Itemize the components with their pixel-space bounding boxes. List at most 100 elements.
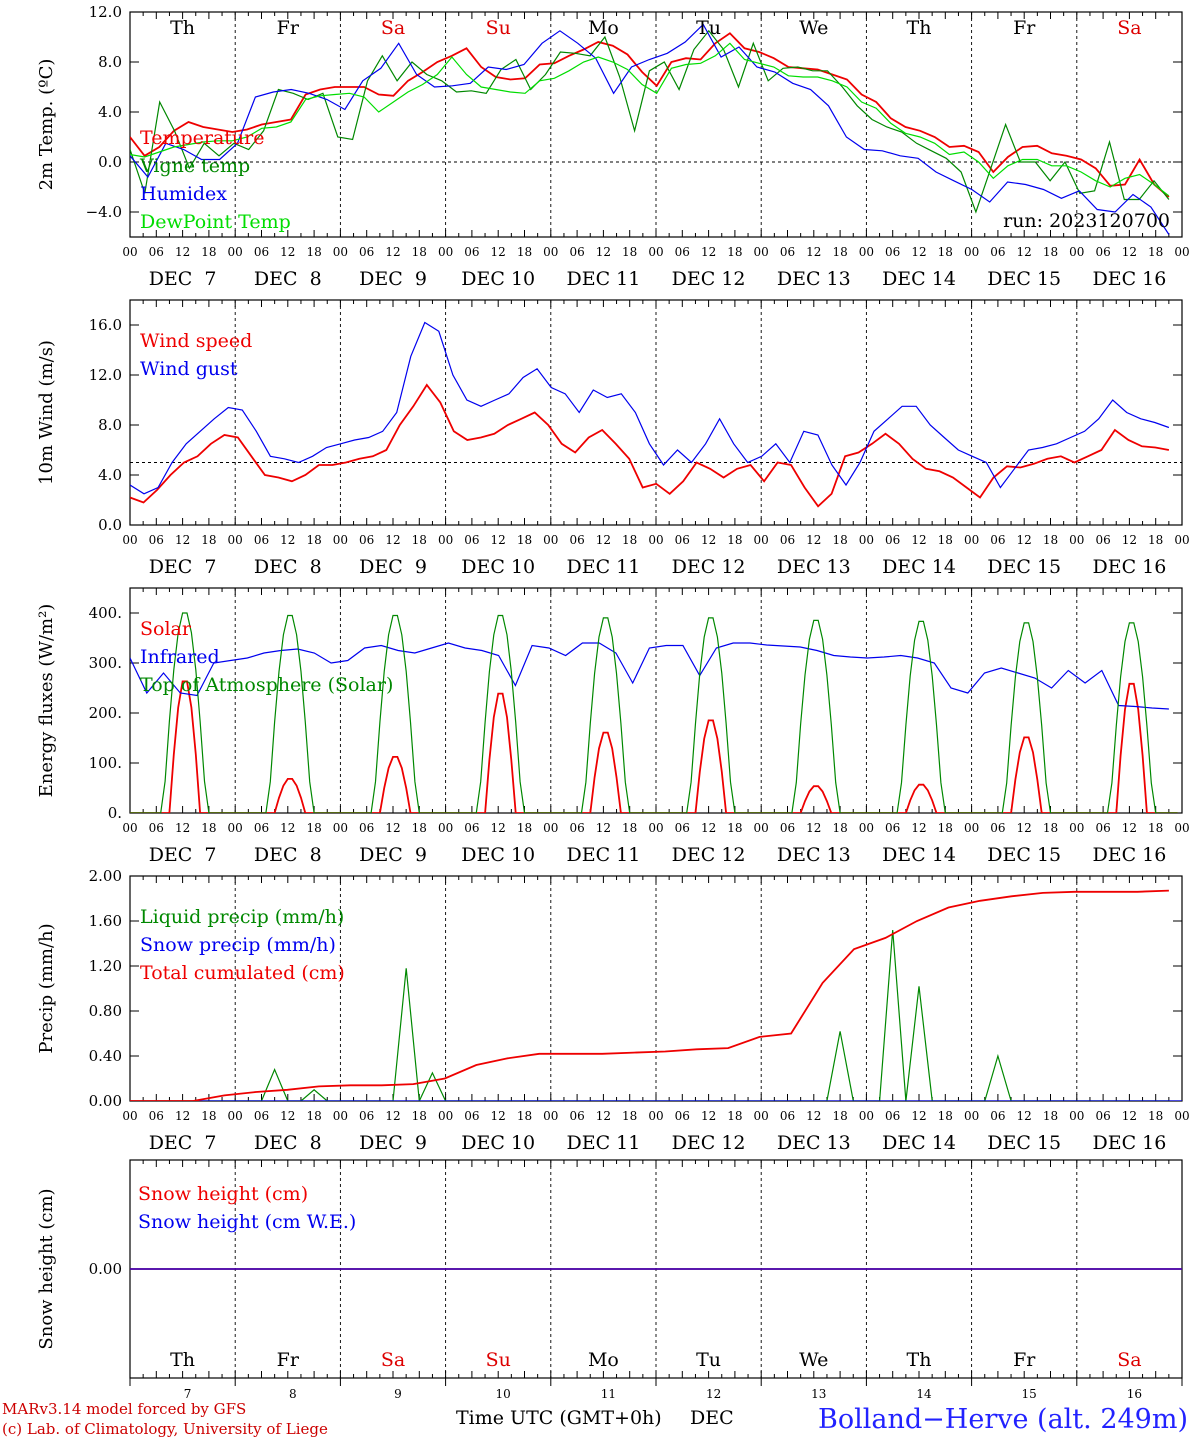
legend-entry: Snow precip (mm/h) (140, 934, 336, 956)
panel-4: 0.00 Snow height (cm) Snow height (cm) Snow… (36, 1159, 1183, 1379)
hour-tick-label: 00 (438, 1109, 453, 1123)
y-tick-label: 0.40 (89, 1047, 122, 1065)
date-label: DEC 9 (359, 844, 427, 866)
date-label: DEC 10 (461, 1132, 535, 1154)
hour-tick-label: 18 (412, 533, 427, 547)
weekday-label-bottom: Mo (588, 1349, 619, 1371)
hour-tick-label: 00 (333, 533, 348, 547)
hour-tick-label: 18 (832, 533, 847, 547)
date-label: DEC 8 (254, 268, 322, 290)
hour-tick-label: 00 (859, 245, 874, 259)
date-label: DEC 7 (149, 556, 217, 578)
hour-tick-label: 00 (228, 1109, 243, 1123)
hour-tick-label: 06 (780, 821, 795, 835)
hour-tick-label: 12 (385, 533, 400, 547)
day-number: 13 (811, 1387, 826, 1401)
footer-lab: (c) Lab. of Climatology, University of L… (2, 1420, 328, 1438)
hour-tick-label: 12 (701, 1109, 716, 1123)
weekday-label-top: Th (170, 17, 195, 39)
hour-tick-label: 12 (1017, 1109, 1032, 1123)
y-tick-label: 0.00 (89, 1092, 122, 1110)
hour-tick-label: 00 (754, 821, 769, 835)
y-tick-label: 12.0 (89, 366, 122, 384)
legend-entry: Wind gust (140, 358, 238, 380)
hour-tick-label: 06 (990, 533, 1005, 547)
hour-tick-label: 18 (622, 245, 637, 259)
date-label: DEC 10 (461, 268, 535, 290)
hour-tick-label: 00 (648, 245, 663, 259)
hour-tick-label: 12 (491, 245, 506, 259)
y-tick-label: 0.0 (98, 516, 122, 534)
y-tick-label: 4.0 (98, 103, 122, 121)
hour-tick-label: 12 (385, 821, 400, 835)
date-label: DEC 13 (777, 556, 851, 578)
hour-tick-label: 12 (1017, 245, 1032, 259)
date-label: DEC 16 (1092, 268, 1166, 290)
series-line-top-of-atmosphere-solar- (130, 612, 1178, 813)
weekday-label-top: Sa (381, 17, 405, 39)
date-label: DEC 14 (882, 268, 956, 290)
y-axis-label: 2m Temp. (ºC) (36, 59, 57, 191)
hour-tick-label: 00 (1174, 245, 1189, 259)
hour-tick-label: 00 (438, 821, 453, 835)
y-tick-label: 100. (89, 754, 122, 772)
hour-tick-label: 18 (1043, 533, 1058, 547)
hour-tick-label: 18 (832, 821, 847, 835)
weekday-label-top: Mo (588, 17, 619, 39)
hour-tick-label: 06 (254, 245, 269, 259)
hour-tick-label: 18 (306, 821, 321, 835)
hour-tick-label: 06 (885, 1109, 900, 1123)
y-tick-label: 200. (89, 704, 122, 722)
y-tick-label: 1.60 (89, 912, 122, 930)
day-number: 14 (916, 1387, 932, 1401)
panel-3: 2.00 1.60 1.20 0.80 0.40 0.00 Precip (mm/h) 00 0… (36, 867, 1190, 1154)
weekday-label-top: Tu (696, 17, 721, 39)
hour-tick-label: 12 (596, 245, 611, 259)
series-line-humidex (130, 23, 1170, 235)
series-line-total-cumulated-cm- (130, 889, 1169, 1101)
hour-tick-label: 18 (517, 245, 532, 259)
weekday-label-bottom: Sa (1117, 1349, 1141, 1371)
legend-entry: Liquid precip (mm/h) (140, 906, 344, 928)
hour-tick-label: 18 (201, 245, 216, 259)
hour-tick-label: 00 (228, 533, 243, 547)
y-tick-label: 0.00 (89, 1260, 122, 1278)
hour-tick-label: 18 (938, 821, 953, 835)
y-tick-label: 8.0 (98, 416, 122, 434)
hour-tick-label: 00 (754, 533, 769, 547)
hour-tick-label: 06 (149, 821, 164, 835)
date-label: DEC 11 (566, 556, 640, 578)
date-label: DEC 10 (461, 556, 535, 578)
hour-tick-label: 06 (149, 1109, 164, 1123)
panel-0: 12.0 8.0 4.0 0.0 −4.0 2m Temp. (ºC) 00 06 12 18 00… (36, 3, 1190, 290)
hour-tick-label: 12 (385, 1109, 400, 1123)
hour-tick-label: 18 (832, 1109, 847, 1123)
hour-tick-label: 06 (359, 821, 374, 835)
hour-tick-label: 12 (491, 821, 506, 835)
hour-tick-label: 18 (201, 821, 216, 835)
station-name: Bolland−Herve (alt. 249m) (818, 1404, 1188, 1435)
y-tick-label: 0. (108, 804, 122, 822)
date-label: DEC 15 (987, 268, 1061, 290)
hour-tick-label: 12 (1017, 821, 1032, 835)
hour-tick-label: 18 (938, 533, 953, 547)
hour-tick-label: 12 (806, 533, 821, 547)
hour-tick-label: 00 (122, 821, 137, 835)
hour-tick-label: 06 (359, 533, 374, 547)
date-label: DEC 15 (987, 1132, 1061, 1154)
hour-tick-label: 00 (1069, 1109, 1084, 1123)
hour-tick-label: 00 (333, 1109, 348, 1123)
hour-tick-label: 00 (1069, 533, 1084, 547)
weekday-label-top: Sa (1117, 17, 1141, 39)
hour-tick-label: 06 (1095, 245, 1110, 259)
hour-tick-label: 12 (175, 1109, 190, 1123)
weekday-label-top: Su (486, 17, 511, 39)
date-label: DEC 13 (777, 1132, 851, 1154)
legend-entry: Top of Atmosphere (Solar) (140, 674, 393, 696)
date-label: DEC 16 (1092, 556, 1166, 578)
legend-entry: Total cumulated (cm) (140, 962, 345, 984)
hour-tick-label: 12 (385, 245, 400, 259)
hour-tick-label: 18 (517, 533, 532, 547)
hour-tick-label: 18 (412, 1109, 427, 1123)
date-label: DEC 11 (566, 268, 640, 290)
